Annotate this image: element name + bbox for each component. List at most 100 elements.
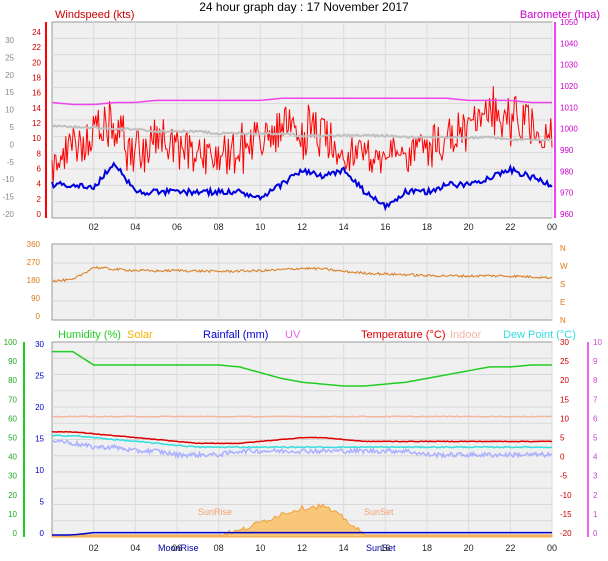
rainfall-series xyxy=(52,531,552,536)
wind-xtick: 02 xyxy=(89,222,99,232)
barometer-tick: 990 xyxy=(560,146,574,155)
compass-tick: N xyxy=(560,244,566,253)
wind-outer-tick: -20 xyxy=(2,210,14,219)
temperature-tick: 15 xyxy=(560,395,569,404)
direction-degree-tick: 180 xyxy=(27,276,41,285)
direction-degree-tick: 90 xyxy=(31,294,40,303)
wind-outer-tick: 25 xyxy=(5,53,14,62)
climate-xtick: 18 xyxy=(422,543,432,553)
windspeed-series xyxy=(51,86,553,183)
wind-xtick: 10 xyxy=(255,222,265,232)
climate-xtick: 22 xyxy=(505,543,515,553)
humidity-series xyxy=(52,350,552,387)
climate-legend-label: Humidity (%) xyxy=(58,329,121,341)
compass-tick: W xyxy=(560,262,568,271)
rainfall-tick: 5 xyxy=(40,498,45,507)
indoor-grey-series xyxy=(51,123,553,143)
wind-speed-tick: 2 xyxy=(37,195,42,204)
wind-speed-tick: 16 xyxy=(32,89,41,98)
temperature-tick: -10 xyxy=(560,491,572,500)
uv-tick: 7 xyxy=(593,395,598,404)
chart-title: 24 hour graph day : 17 November 2017 xyxy=(199,0,409,14)
climate-xtick: 00 xyxy=(547,543,557,553)
uv-tick: 0 xyxy=(593,529,598,538)
wind-speed-tick: 0 xyxy=(37,210,42,219)
wind-outer-tick: 10 xyxy=(5,106,14,115)
compass-tick: S xyxy=(560,280,565,289)
climate-xtick: 08 xyxy=(214,543,224,553)
climate-xtick: 04 xyxy=(130,543,140,553)
compass-tick: N xyxy=(560,316,566,325)
climate-legend-label: Temperature (°C) xyxy=(361,329,445,341)
direction-degree-tick: 270 xyxy=(27,258,41,267)
humidity-tick: 100 xyxy=(4,338,18,347)
wind-direction-series xyxy=(52,265,553,283)
climate-legend-label: Rainfall (mm) xyxy=(203,329,268,341)
wind-speed-tick: 22 xyxy=(32,43,41,52)
barometer-series xyxy=(51,97,552,106)
wind-outer-tick: -5 xyxy=(7,158,15,167)
climate-xtick: 16 xyxy=(380,543,390,553)
temperature-tick: -5 xyxy=(560,472,568,481)
temperature-series xyxy=(51,430,553,445)
wind-xtick: 14 xyxy=(339,222,349,232)
wind-xtick: 04 xyxy=(130,222,140,232)
climate-legend-label: Dew Point (°C) xyxy=(503,329,576,341)
sunrise-annotation: SunRise xyxy=(198,507,232,517)
temperature-tick: 30 xyxy=(560,338,569,347)
indoor-series xyxy=(51,415,553,418)
sunset-annotation: SunSet xyxy=(364,507,394,517)
rainfall-tick: 30 xyxy=(35,340,44,349)
climate-xtick: 20 xyxy=(464,543,474,553)
moonset-annotation: SunSet xyxy=(366,543,396,553)
barometer-axis-title: Barometer (hpa) xyxy=(520,9,600,21)
humidity-tick: 40 xyxy=(8,453,17,462)
wind-xtick: 12 xyxy=(297,222,307,232)
barometer-tick: 1010 xyxy=(560,103,578,112)
barometer-tick: 980 xyxy=(560,167,574,176)
wind-speed-tick: 10 xyxy=(32,134,41,143)
climate-legend-label: Indoor xyxy=(450,329,482,341)
wind-xtick: 08 xyxy=(214,222,224,232)
wind-outer-tick: 20 xyxy=(5,71,14,80)
wind-outer-tick: 0 xyxy=(10,140,15,149)
climate-xtick: 10 xyxy=(255,543,265,553)
wind-outer-tick: 5 xyxy=(10,123,15,132)
direction-degree-tick: 360 xyxy=(27,240,41,249)
uv-tick: 1 xyxy=(593,510,598,519)
humidity-tick: 90 xyxy=(8,357,17,366)
wind-outer-tick: 30 xyxy=(5,36,14,45)
wind-outer-tick: -15 xyxy=(2,193,14,202)
compass-tick: E xyxy=(560,298,565,307)
wind-outer-tick: -10 xyxy=(2,175,14,184)
rainfall-tick: 0 xyxy=(40,529,45,538)
uv-tick: 10 xyxy=(593,338,602,347)
temperature-tick: 20 xyxy=(560,376,569,385)
temperature-tick: 0 xyxy=(560,453,565,462)
wind-speed-tick: 6 xyxy=(37,165,42,174)
wind-speed-tick: 4 xyxy=(37,180,42,189)
climate-xtick: 06 xyxy=(172,543,182,553)
rainfall-tick: 15 xyxy=(35,435,44,444)
barometer-tick: 1000 xyxy=(560,125,578,134)
uv-tick: 4 xyxy=(593,453,598,462)
wind-axis-title: Windspeed (kts) xyxy=(55,9,134,21)
wind-outer-tick: 15 xyxy=(5,88,14,97)
barometer-tick: 1050 xyxy=(560,18,578,27)
humidity-tick: 0 xyxy=(13,529,18,538)
climate-xtick: 12 xyxy=(297,543,307,553)
uv-tick: 3 xyxy=(593,472,598,481)
humidity-tick: 30 xyxy=(8,472,17,481)
uv-tick: 6 xyxy=(593,414,598,423)
climate-xtick: 02 xyxy=(89,543,99,553)
uv-tick: 8 xyxy=(593,376,598,385)
temperature-tick: 10 xyxy=(560,414,569,423)
wind-speed-tick: 14 xyxy=(32,104,41,113)
direction-panel-gridlines xyxy=(52,244,553,320)
wind-xtick: 06 xyxy=(172,222,182,232)
humidity-tick: 50 xyxy=(8,434,17,443)
humidity-tick: 10 xyxy=(8,510,17,519)
dewpoint-band-series xyxy=(51,439,553,460)
temperature-tick: 5 xyxy=(560,434,565,443)
barometer-tick: 960 xyxy=(560,210,574,219)
